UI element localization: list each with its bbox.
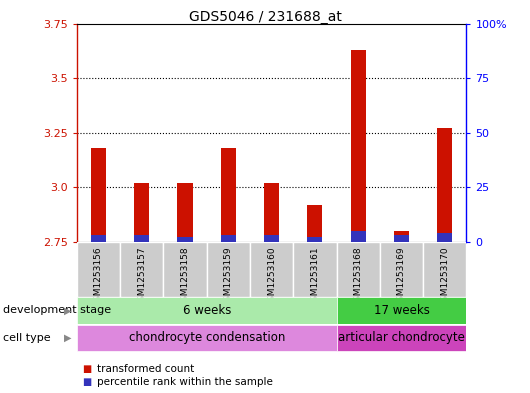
Bar <box>134 235 149 242</box>
Text: GSM1253160: GSM1253160 <box>267 246 276 307</box>
Bar <box>307 237 322 242</box>
Bar <box>178 237 192 242</box>
Text: 6 weeks: 6 weeks <box>182 304 231 317</box>
Bar <box>394 231 409 242</box>
Text: ▶: ▶ <box>64 305 72 316</box>
Text: GDS5046 / 231688_at: GDS5046 / 231688_at <box>189 10 341 24</box>
Bar <box>163 242 207 297</box>
Bar <box>134 183 149 242</box>
Bar <box>120 242 163 297</box>
Text: 17 weeks: 17 weeks <box>374 304 429 317</box>
Text: ■: ■ <box>82 364 91 375</box>
Text: chondrocyte condensation: chondrocyte condensation <box>128 331 285 345</box>
Text: transformed count: transformed count <box>97 364 194 375</box>
Text: GSM1253159: GSM1253159 <box>224 246 233 307</box>
Bar <box>77 242 120 297</box>
Text: GSM1253157: GSM1253157 <box>137 246 146 307</box>
Text: GSM1253158: GSM1253158 <box>181 246 190 307</box>
Bar <box>221 148 236 242</box>
Bar <box>351 231 366 242</box>
Bar <box>380 242 423 297</box>
Bar <box>437 128 452 242</box>
Text: articular chondrocyte: articular chondrocyte <box>338 331 465 345</box>
Bar <box>207 242 250 297</box>
Bar <box>264 183 279 242</box>
Text: GSM1253156: GSM1253156 <box>94 246 103 307</box>
Text: ▶: ▶ <box>64 333 72 343</box>
Bar <box>178 183 192 242</box>
Bar <box>221 235 236 242</box>
Text: cell type: cell type <box>3 333 50 343</box>
Text: GSM1253161: GSM1253161 <box>311 246 320 307</box>
Bar <box>250 242 293 297</box>
Text: development stage: development stage <box>3 305 111 316</box>
Text: GSM1253168: GSM1253168 <box>354 246 363 307</box>
Bar <box>337 297 466 324</box>
Bar <box>77 297 337 324</box>
Text: GSM1253170: GSM1253170 <box>440 246 449 307</box>
Bar <box>293 242 337 297</box>
Bar <box>337 325 466 351</box>
Bar <box>77 325 337 351</box>
Bar <box>423 242 466 297</box>
Bar <box>91 148 106 242</box>
Bar <box>351 50 366 242</box>
Bar <box>394 235 409 242</box>
Bar <box>307 205 322 242</box>
Bar <box>264 235 279 242</box>
Bar <box>91 235 106 242</box>
Bar <box>437 233 452 242</box>
Text: percentile rank within the sample: percentile rank within the sample <box>97 377 273 387</box>
Text: ■: ■ <box>82 377 91 387</box>
Bar <box>337 242 380 297</box>
Text: GSM1253169: GSM1253169 <box>397 246 406 307</box>
